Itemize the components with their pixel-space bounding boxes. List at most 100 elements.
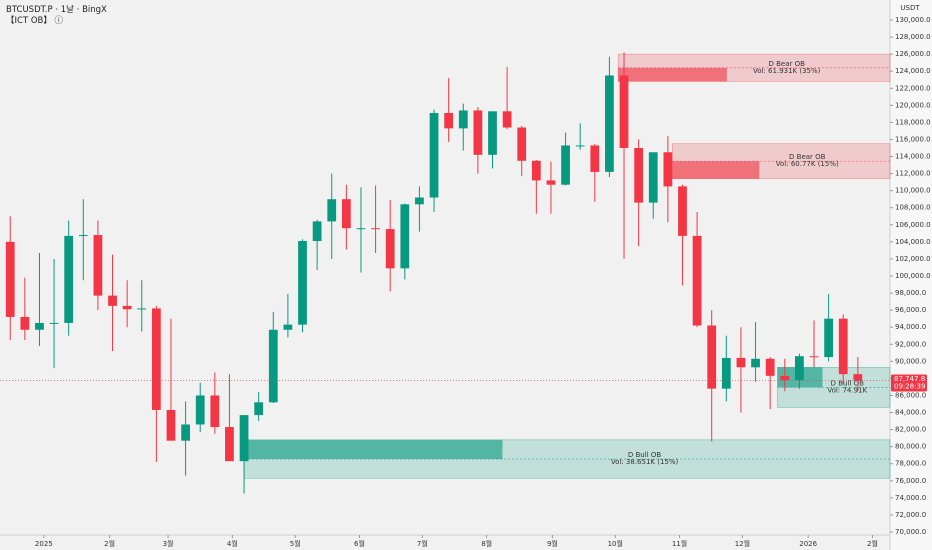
candle-body bbox=[166, 409, 176, 441]
candle-body bbox=[678, 186, 687, 236]
candle-body bbox=[49, 322, 59, 324]
candle-body bbox=[546, 180, 556, 185]
y-tick-label: 96,000.0 bbox=[895, 306, 926, 314]
candle-body bbox=[765, 358, 775, 376]
y-tick-label: 90,000.0 bbox=[895, 357, 926, 365]
candle-body bbox=[239, 415, 249, 462]
candle-body bbox=[210, 395, 220, 428]
y-tick-label: 126,000.0 bbox=[895, 50, 931, 58]
y-tick-label: 120,000.0 bbox=[895, 101, 931, 109]
order-block-volume: Vol: 61.931K (35%) bbox=[753, 67, 821, 75]
candle-body bbox=[78, 235, 88, 237]
y-tick-label: 100,000.0 bbox=[895, 272, 931, 280]
y-tick-label: 106,000.0 bbox=[895, 221, 931, 229]
candle-body bbox=[517, 127, 527, 161]
candle-body bbox=[400, 204, 410, 269]
y-tick-label: 98,000.0 bbox=[895, 289, 926, 297]
indicator-label[interactable]: 【ICT OB】 ⓘ bbox=[6, 16, 64, 26]
axis-title: USDT bbox=[900, 4, 920, 12]
y-tick-label: 102,000.0 bbox=[895, 255, 931, 263]
x-tick-label: 4월 bbox=[227, 539, 238, 548]
y-tick-label: 92,000.0 bbox=[895, 340, 926, 348]
candle-body bbox=[619, 75, 629, 148]
candle-body bbox=[838, 318, 848, 375]
candle-body bbox=[5, 241, 15, 317]
y-tick-label: 104,000.0 bbox=[895, 238, 931, 246]
candle-body bbox=[122, 305, 132, 310]
candle-body bbox=[751, 358, 760, 368]
candle-body bbox=[561, 145, 570, 185]
candle-body bbox=[225, 427, 234, 462]
x-tick-label: 2025 bbox=[35, 540, 53, 548]
y-tick-label: 82,000.0 bbox=[895, 426, 926, 434]
y-tick-label: 118,000.0 bbox=[895, 118, 931, 126]
order-block-volume: Vol: 38.651K (15%) bbox=[611, 458, 679, 466]
candle-body bbox=[531, 160, 541, 181]
x-tick-label: 6월 bbox=[354, 539, 365, 548]
candle-body bbox=[575, 145, 585, 147]
candle-body bbox=[502, 111, 512, 128]
order-block-label: D Bull OB bbox=[628, 451, 661, 459]
candle-body bbox=[648, 152, 658, 203]
y-tick-label: 84,000.0 bbox=[895, 409, 926, 417]
y-tick-label: 114,000.0 bbox=[895, 153, 931, 161]
price-axis bbox=[890, 0, 932, 550]
candle-body bbox=[371, 228, 380, 230]
candle-body bbox=[181, 424, 190, 441]
candle-body bbox=[824, 318, 834, 358]
x-tick-label: 5월 bbox=[290, 539, 301, 548]
y-tick-label: 74,000.0 bbox=[895, 494, 926, 502]
y-tick-label: 128,000.0 bbox=[895, 33, 931, 41]
candle-body bbox=[444, 113, 454, 129]
y-tick-label: 72,000.0 bbox=[895, 511, 926, 519]
candle-body bbox=[795, 356, 804, 381]
x-tick-label: 2월 bbox=[104, 539, 115, 548]
candle-body bbox=[721, 357, 731, 389]
candle-body bbox=[634, 148, 644, 203]
candle-body bbox=[780, 375, 790, 381]
candle-body bbox=[254, 402, 264, 416]
order-block-core bbox=[672, 161, 760, 179]
candle-body bbox=[663, 152, 673, 187]
candle-body bbox=[20, 316, 30, 330]
countdown: 09:28:39 bbox=[894, 383, 925, 391]
y-tick-label: 78,000.0 bbox=[895, 460, 926, 468]
candle-body bbox=[692, 235, 702, 326]
candle-body bbox=[93, 235, 103, 296]
order-block-volume: Vol: 60.77K (15%) bbox=[776, 160, 839, 168]
candle-body bbox=[458, 110, 468, 129]
price-label: 87,747.8 bbox=[894, 375, 925, 383]
candle-body bbox=[385, 229, 395, 269]
candle-body bbox=[415, 197, 424, 205]
order-block-volume: Vol: 74.91K bbox=[827, 386, 867, 394]
candle-body bbox=[341, 199, 351, 229]
candle-body bbox=[268, 329, 278, 403]
x-tick-label: 9월 bbox=[547, 539, 558, 548]
candle-body bbox=[327, 199, 337, 222]
candle-body bbox=[429, 113, 439, 198]
candle-body bbox=[151, 308, 161, 410]
y-tick-label: 122,000.0 bbox=[895, 84, 931, 92]
order-block-core bbox=[244, 439, 503, 460]
candle-body bbox=[853, 374, 863, 381]
candle-body bbox=[707, 325, 717, 389]
candle-body bbox=[195, 395, 205, 425]
y-tick-label: 130,000.0 bbox=[895, 16, 931, 24]
candle-body bbox=[137, 308, 147, 310]
candle-body bbox=[64, 235, 74, 323]
candle-body bbox=[356, 228, 366, 230]
price-badge bbox=[891, 374, 927, 392]
symbol-title[interactable]: BTCUSDT.P · 1날 · BingX bbox=[6, 5, 107, 15]
order-block-label: D Bull OB bbox=[831, 379, 864, 387]
y-tick-label: 110,000.0 bbox=[895, 187, 931, 195]
order-block-core bbox=[618, 67, 727, 82]
x-tick-label: 10월 bbox=[608, 539, 623, 548]
y-tick-label: 76,000.0 bbox=[895, 477, 926, 485]
candle-body bbox=[298, 241, 307, 325]
candle-body bbox=[605, 75, 614, 172]
order-block-label: D Bear OB bbox=[789, 153, 826, 161]
candle-body bbox=[108, 295, 117, 306]
x-tick-label: 12월 bbox=[735, 539, 750, 548]
